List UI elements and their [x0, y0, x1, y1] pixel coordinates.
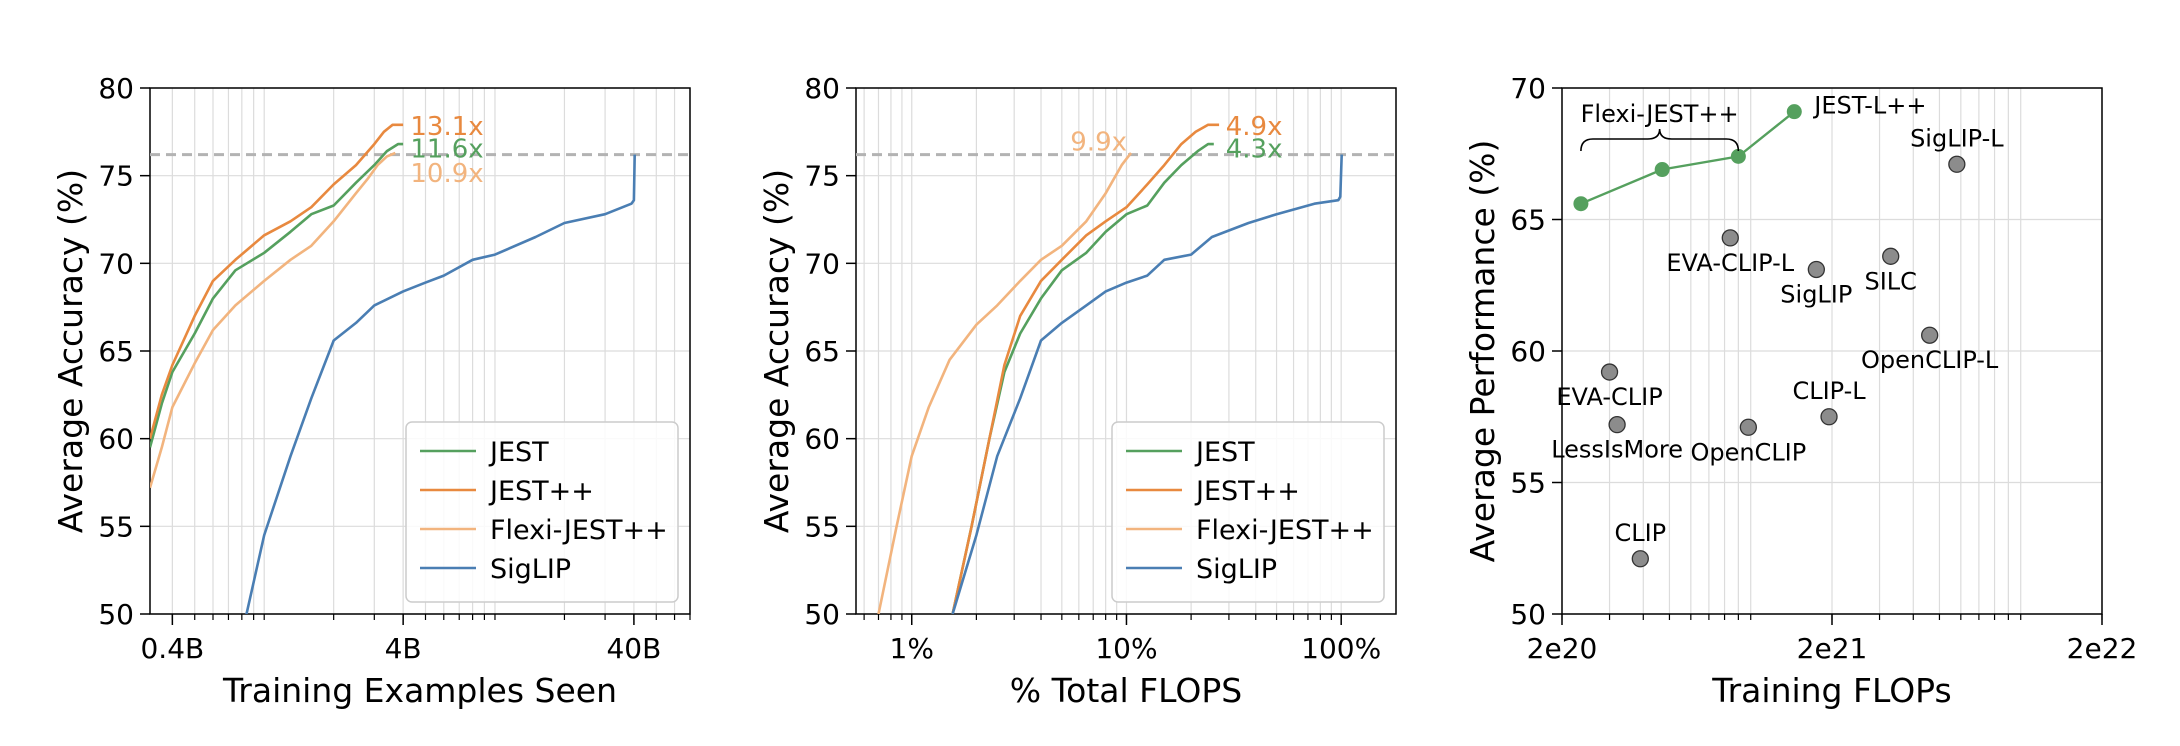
y-tick-label: 50 [1510, 598, 1546, 631]
y-tick-label: 60 [804, 423, 840, 456]
y-axis-label: Average Accuracy (%) [757, 169, 796, 533]
plot-area [856, 123, 1396, 614]
series-line-siglip [951, 154, 1343, 614]
y-tick-label: 65 [804, 335, 840, 368]
y-tick-label: 55 [1510, 467, 1546, 500]
y-tick-label: 70 [98, 247, 134, 280]
y-tick-label: 75 [98, 160, 134, 193]
y-tick-label: 65 [1510, 204, 1546, 237]
series-line-jest- [951, 123, 1220, 614]
baseline-point-label: CLIP-L [1792, 377, 1866, 405]
speedup-annotation: 10.9x [410, 159, 483, 189]
series-line-jest- [150, 123, 404, 440]
y-tick-label: 70 [804, 247, 840, 280]
baseline-point [1921, 326, 1939, 344]
plot-area: JEST-L++ Flexi-JEST++ SigLIP-L EVA-CLIP-L Si… [1551, 92, 2004, 568]
legend: JEST JEST++ Flexi-JEST++ SigLIP [405, 421, 679, 603]
series-line-flexi-jest- [877, 152, 1133, 614]
baseline-point-label: SILC [1864, 267, 1916, 295]
y-tick-label: 65 [98, 335, 134, 368]
x-axis-label: % Total FLOPS [1010, 671, 1242, 710]
y-tick-label: 80 [804, 72, 840, 105]
baseline-point [1739, 418, 1758, 436]
x-tick-label: 2e21 [1797, 632, 1868, 665]
legend-box [1111, 421, 1385, 603]
baseline-point [1608, 415, 1626, 434]
legend-label: JEST [488, 437, 549, 468]
x-axis-label: Training FLOPs [1711, 671, 1951, 710]
legend-box [405, 421, 679, 603]
series-line-jest [150, 142, 404, 448]
x-tick-label: 2e22 [2067, 632, 2138, 665]
jest-point [1654, 162, 1670, 178]
jest-connecting-line [1580, 110, 1796, 205]
jest-point [1730, 148, 1746, 164]
chart-panel-3: 50 55 60 65 70 2e20 2e21 2e22 Training FLOPs Aver… [1463, 72, 2137, 710]
y-axis-label: Average Performance (%) [1463, 140, 1502, 563]
legend: JEST JEST++ Flexi-JEST++ SigLIP [1111, 421, 1385, 603]
jest-point [1786, 104, 1802, 120]
x-tick-label: 100% [1301, 632, 1381, 665]
baseline-point-label: OpenCLIP-L [1861, 346, 1999, 374]
y-tick-label: 55 [98, 510, 134, 543]
y-tick-label: 80 [98, 72, 134, 105]
legend-label: SigLIP [490, 554, 571, 585]
flexi-brace [1580, 128, 1740, 152]
y-tick-label: 70 [1510, 72, 1546, 105]
speedup-annotation: 11.6x [410, 135, 483, 165]
chart-panel-1: 50 55 60 65 70 75 80 0.4B 4B 40B Training Examples… [51, 72, 691, 710]
x-tick-label: 1% [890, 632, 934, 665]
speedup-annotation: 9.9x [1070, 128, 1127, 158]
x-tick-label: 40B [606, 632, 661, 665]
baseline-point [1631, 550, 1649, 568]
baseline-point [1820, 408, 1838, 426]
y-tick-label: 50 [804, 598, 840, 631]
legend-label: Flexi-JEST++ [490, 515, 668, 546]
jest-point [1573, 196, 1589, 212]
baseline-point-label: EVA-CLIP-L [1666, 249, 1794, 277]
baseline-point [1807, 260, 1825, 279]
baseline-point-label: LessIsMore [1551, 436, 1683, 464]
y-tick-label: 60 [98, 423, 134, 456]
series-line-flexi-jest- [150, 151, 396, 489]
y-tick-label: 50 [98, 598, 134, 631]
speedup-annotation: 4.3x [1226, 135, 1283, 165]
legend-label: JEST++ [488, 476, 594, 507]
jest-point-label: JEST-L++ [1812, 92, 1926, 120]
baseline-point-label: OpenCLIP [1690, 438, 1806, 466]
y-axis-label: Average Accuracy (%) [51, 169, 90, 533]
chart-panel-2: 50 55 60 65 70 75 80 1% 10% 100% % Total FLOPS Aver… [757, 72, 1397, 710]
x-tick-label: 10% [1095, 632, 1157, 665]
y-tick-label: 60 [1510, 335, 1546, 368]
baseline-point [1882, 247, 1900, 265]
speedup-annotation: 4.9x [1226, 112, 1283, 142]
speedup-annotation: 13.1x [410, 112, 483, 142]
y-tick-label: 55 [804, 510, 840, 543]
x-tick-label: 2e20 [1527, 632, 1598, 665]
baseline-point [1721, 229, 1739, 247]
baseline-point-label: CLIP [1614, 519, 1666, 547]
legend-label: JEST++ [1194, 476, 1300, 507]
series-line-siglip [245, 154, 636, 614]
plot-area [150, 123, 690, 614]
baseline-point [1948, 155, 1966, 173]
legend-label: Flexi-JEST++ [1196, 515, 1374, 546]
baseline-point-label: SigLIP-L [1910, 124, 2004, 152]
x-axis-label: Training Examples Seen [222, 671, 617, 710]
x-tick-label: 0.4B [140, 632, 204, 665]
legend-label: SigLIP [1196, 554, 1277, 585]
brace-label: Flexi-JEST++ [1581, 100, 1739, 128]
baseline-point-label: EVA-CLIP [1556, 383, 1662, 411]
legend-label: JEST [1194, 437, 1255, 468]
y-tick-label: 75 [804, 160, 840, 193]
baseline-point [1600, 363, 1619, 381]
baseline-point-label: SigLIP [1780, 280, 1852, 308]
x-tick-label: 4B [385, 632, 422, 665]
